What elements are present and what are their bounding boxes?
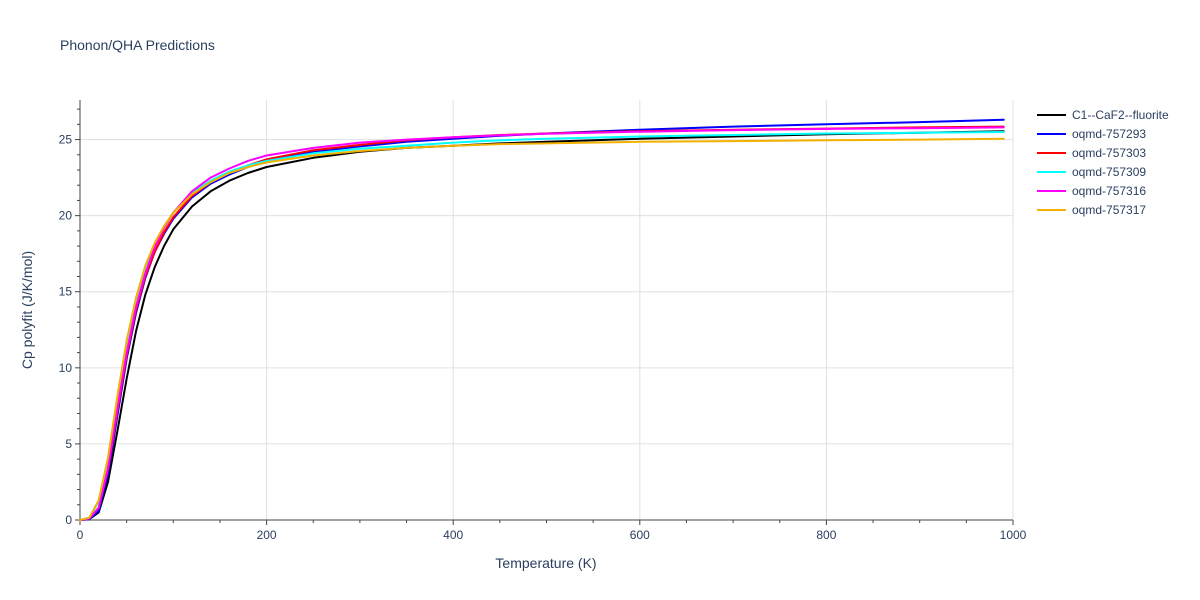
y-tick-label: 20 — [59, 209, 73, 223]
series-line-3 — [79, 125, 1005, 521]
x-tick-label: 400 — [443, 528, 463, 542]
series-lines — [79, 118, 1005, 521]
legend-item-4[interactable]: oqmd-757309 — [1037, 165, 1146, 179]
y-axis-title: Cp polyfit (J/K/mol) — [19, 251, 35, 369]
x-tick-label: 1000 — [1000, 528, 1027, 542]
legend-label: oqmd-757293 — [1072, 127, 1146, 141]
x-tick-label: 0 — [77, 528, 84, 542]
y-tick-label: 25 — [59, 133, 73, 147]
y-tick-label: 10 — [59, 361, 73, 375]
series-line-1 — [79, 130, 1005, 521]
series-line-4 — [79, 131, 1005, 521]
legend-item-5[interactable]: oqmd-757316 — [1037, 184, 1146, 198]
legend-label: C1--CaF2--fluorite — [1072, 108, 1169, 122]
legend-item-1[interactable]: C1--CaF2--fluorite — [1037, 108, 1169, 122]
x-tick-label: 800 — [816, 528, 836, 542]
y-tick-label: 15 — [59, 285, 73, 299]
legend-label: oqmd-757316 — [1072, 184, 1146, 198]
series-line-2 — [79, 118, 1005, 521]
legend[interactable]: C1--CaF2--fluorite oqmd-757293 oqmd-757303… — [1037, 108, 1169, 217]
y-tick-label: 0 — [65, 513, 72, 527]
chart-title: Phonon/QHA Predictions — [60, 37, 215, 53]
x-tick-label: 200 — [257, 528, 277, 542]
legend-item-2[interactable]: oqmd-757293 — [1037, 127, 1146, 141]
axes: 0 200 400 600 800 1000 0 5 10 15 20 25 — [59, 100, 1027, 542]
x-axis-title: Temperature (K) — [495, 555, 596, 571]
x-tick-label: 600 — [630, 528, 650, 542]
series-line-6 — [79, 137, 1005, 521]
grid — [80, 100, 1014, 520]
legend-label: oqmd-757309 — [1072, 165, 1146, 179]
legend-item-3[interactable]: oqmd-757303 — [1037, 146, 1146, 160]
y-tick-label: 5 — [65, 437, 72, 451]
series-line-5 — [79, 126, 1005, 521]
legend-label: oqmd-757317 — [1072, 203, 1146, 217]
legend-item-6[interactable]: oqmd-757317 — [1037, 203, 1146, 217]
legend-label: oqmd-757303 — [1072, 146, 1146, 160]
